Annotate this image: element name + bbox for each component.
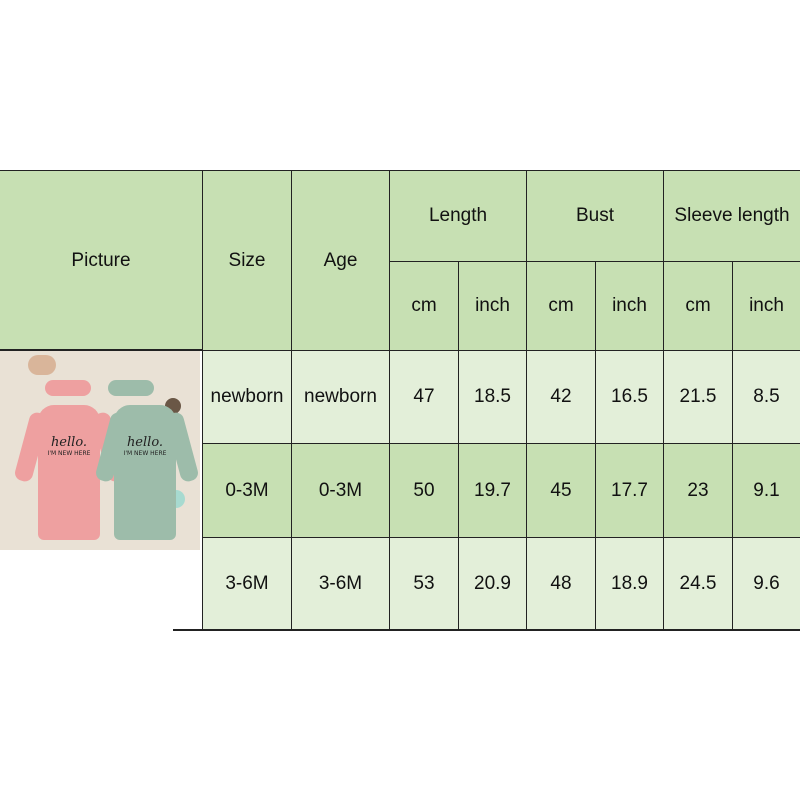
- header-size: Size: [202, 170, 291, 350]
- green-headband: [108, 380, 154, 396]
- header-length-inch: inch: [458, 261, 526, 350]
- cell-sleeve-cm: 23: [663, 443, 732, 537]
- cell-size: newborn: [202, 350, 291, 443]
- header-sleeve-inch: inch: [732, 261, 800, 350]
- cell-length-in: 18.5: [458, 350, 526, 443]
- cell-bust-in: 18.9: [595, 537, 663, 630]
- header-bust-cm: cm: [526, 261, 595, 350]
- cell-age: newborn: [291, 350, 389, 443]
- cell-length-in: 19.7: [458, 443, 526, 537]
- cell-sleeve-cm: 21.5: [663, 350, 732, 443]
- cell-age: 0-3M: [291, 443, 389, 537]
- cell-bust-cm: 48: [526, 537, 595, 630]
- cell-bust-in: 16.5: [595, 350, 663, 443]
- cell-bust-cm: 45: [526, 443, 595, 537]
- cell-bust-cm: 42: [526, 350, 595, 443]
- header-sleeve-cm: cm: [663, 261, 732, 350]
- header-length-cm: cm: [389, 261, 458, 350]
- cell-sleeve-in: 8.5: [732, 350, 800, 443]
- header-bust-inch: inch: [595, 261, 663, 350]
- cell-size: 0-3M: [202, 443, 291, 537]
- cell-length-cm: 53: [389, 537, 458, 630]
- cell-length-cm: 50: [389, 443, 458, 537]
- pink-romper: [38, 405, 100, 540]
- cell-sleeve-in: 9.1: [732, 443, 800, 537]
- header-length: Length: [389, 170, 526, 261]
- header-picture: Picture: [0, 170, 202, 350]
- pink-headband: [45, 380, 91, 396]
- table-bottom-border: [173, 629, 800, 631]
- header-sleeve-length: Sleeve length: [663, 170, 800, 261]
- header-age: Age: [291, 170, 389, 350]
- product-image: hello. I'M NEW HERE hello. I'M NEW HERE: [0, 350, 200, 550]
- cell-bust-in: 17.7: [595, 443, 663, 537]
- cell-size: 3-6M: [202, 537, 291, 630]
- cell-length-cm: 47: [389, 350, 458, 443]
- pink-romper-print: hello. I'M NEW HERE: [47, 435, 91, 457]
- green-romper-print: hello. I'M NEW HERE: [123, 435, 167, 457]
- cell-sleeve-cm: 24.5: [663, 537, 732, 630]
- green-romper: [114, 405, 176, 540]
- cell-sleeve-in: 9.6: [732, 537, 800, 630]
- cell-length-in: 20.9: [458, 537, 526, 630]
- cell-age: 3-6M: [291, 537, 389, 630]
- teether-toy: [28, 355, 56, 375]
- header-bust: Bust: [526, 170, 663, 261]
